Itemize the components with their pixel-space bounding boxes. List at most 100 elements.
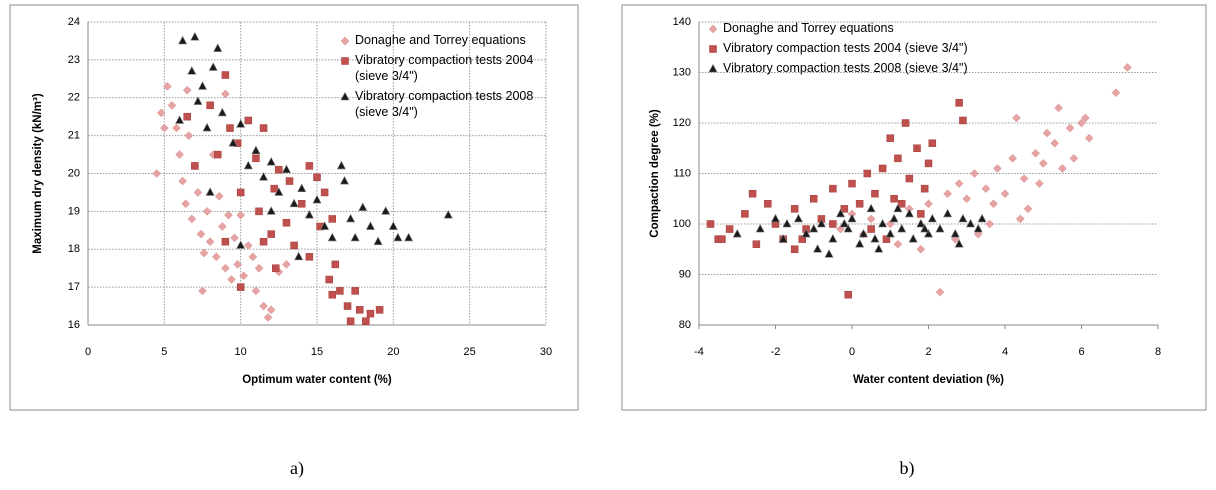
point xyxy=(167,100,177,110)
point xyxy=(163,82,172,91)
y-tick-label: 80 xyxy=(679,319,691,331)
x-tick-label: 10 xyxy=(235,346,247,358)
point xyxy=(282,218,291,227)
point xyxy=(305,162,314,170)
point xyxy=(294,251,304,261)
point xyxy=(297,183,307,192)
point xyxy=(196,229,206,239)
point xyxy=(959,116,967,125)
x-tick-label: -4 xyxy=(694,346,704,358)
point xyxy=(243,241,253,250)
point xyxy=(228,138,238,147)
legend-item: Vibratory compaction tests 2004 (sieve 3… xyxy=(708,40,1068,56)
point xyxy=(706,220,715,228)
point xyxy=(839,218,849,228)
chart: 16 17 18 19 20 21 22 23 24 0 5 10 15 20 25 30 Optimum wa… xyxy=(9,4,579,411)
x-axis-title: Water content deviation (%) xyxy=(853,374,1004,386)
point xyxy=(1080,113,1090,123)
y-tick-label: 24 xyxy=(68,16,80,28)
y-tick-label: 19 xyxy=(68,205,80,217)
point xyxy=(889,213,899,223)
point xyxy=(848,179,856,188)
point xyxy=(950,228,960,238)
point xyxy=(1058,164,1067,173)
point xyxy=(251,145,261,155)
y-tick-label: 130 xyxy=(673,66,691,78)
point xyxy=(393,232,403,242)
point xyxy=(327,232,337,242)
point xyxy=(1012,113,1021,123)
point xyxy=(866,203,876,213)
point xyxy=(305,253,314,261)
point xyxy=(878,218,888,228)
point xyxy=(878,164,887,173)
point xyxy=(325,275,333,284)
point xyxy=(843,223,853,233)
point xyxy=(175,115,185,124)
x-tick-label: 5 xyxy=(161,346,167,358)
point xyxy=(894,154,902,163)
point xyxy=(320,188,329,197)
point xyxy=(351,287,359,295)
point xyxy=(381,206,391,215)
point xyxy=(340,36,350,46)
point xyxy=(748,189,757,198)
point xyxy=(829,184,837,193)
point xyxy=(221,89,230,99)
point xyxy=(1035,179,1044,188)
point xyxy=(199,248,209,258)
point xyxy=(341,57,349,65)
legend-label: Vibratory compaction tests 2004 (sieve 3… xyxy=(723,41,968,55)
point xyxy=(893,239,903,249)
point xyxy=(1038,159,1048,168)
point xyxy=(1050,138,1060,148)
point xyxy=(927,213,937,223)
point xyxy=(252,154,260,163)
point xyxy=(920,223,930,233)
point xyxy=(935,287,945,297)
legend-item: Vibratory compaction tests 2008 (sieve 3… xyxy=(340,88,545,120)
point xyxy=(340,92,350,101)
point xyxy=(1042,128,1052,138)
point xyxy=(281,164,291,174)
point xyxy=(920,184,929,193)
point xyxy=(328,215,337,223)
point xyxy=(259,301,268,311)
point xyxy=(970,169,979,178)
point xyxy=(828,234,838,243)
point xyxy=(809,223,819,233)
point xyxy=(152,169,162,178)
point xyxy=(871,189,879,198)
point xyxy=(224,210,233,220)
x-axis-title: Optimum water content (%) xyxy=(242,374,392,386)
legend-item: Donaghe and Torrey equations xyxy=(708,20,1068,36)
point xyxy=(259,124,268,132)
point xyxy=(943,189,952,199)
legend-marker xyxy=(340,36,350,46)
legend-label: Vibratory compaction tests 2008 (sieve 3… xyxy=(723,61,968,75)
point xyxy=(778,234,788,243)
point xyxy=(847,213,857,223)
point xyxy=(897,223,907,233)
point xyxy=(297,200,306,208)
point xyxy=(798,235,807,243)
point xyxy=(221,237,230,246)
point xyxy=(874,244,884,253)
point xyxy=(282,260,291,269)
point xyxy=(191,162,199,170)
point xyxy=(904,208,914,218)
point xyxy=(755,223,765,233)
x-tick-label: 15 xyxy=(311,346,323,358)
point xyxy=(336,287,344,295)
y-tick-label: 100 xyxy=(673,218,691,230)
chart-frame xyxy=(621,4,1207,411)
point xyxy=(793,213,803,223)
point xyxy=(1000,189,1010,199)
legend-item: Vibratory compaction tests 2004 (sieve 3… xyxy=(340,52,545,84)
point xyxy=(1065,123,1075,133)
point xyxy=(366,309,375,318)
point xyxy=(764,200,772,208)
point xyxy=(187,214,197,224)
point xyxy=(221,71,230,79)
point xyxy=(867,225,875,233)
